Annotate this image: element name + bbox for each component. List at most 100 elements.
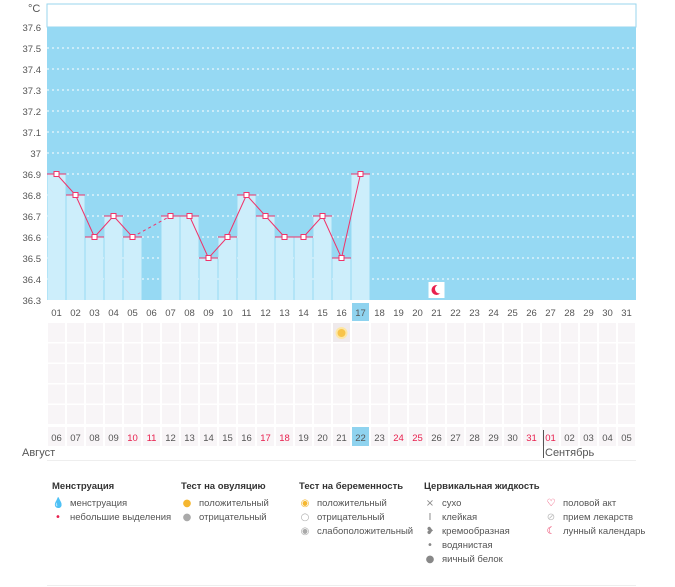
legend-item: ● отрицательный [181,510,269,524]
legend-group: Тест на беременность ◉ положительный ○ отриц… [299,481,413,538]
temperature-point [129,234,136,240]
calendar-cell [105,384,122,404]
calendar-cell [86,343,103,363]
calendar-cell [276,323,293,342]
calendar-cell [561,405,578,424]
calendar-cell [523,405,540,424]
calendar-cell [580,405,597,424]
temperature-point [262,213,269,219]
calendar-cell [257,364,274,383]
y-tick-label: 36.3 [23,296,42,307]
cycle-day-label: 17 [355,308,366,319]
legend-label: клейкая [442,511,478,523]
calendar-cell [333,364,350,383]
cycle-day-label: 04 [108,308,119,319]
calendar-cell [200,343,217,363]
calendar-cell [105,364,122,383]
y-tick-label: 36.4 [23,275,42,286]
calendar-cell [447,364,464,383]
sun-positive-icon [335,327,348,339]
date-label: 27 [450,433,461,444]
y-axis-unit: °C [28,3,40,15]
temperature-line-segment [265,215,285,238]
calendar-cell [561,384,578,404]
calendar-cell [409,364,426,383]
date-cell [200,427,217,446]
temperature-bar [104,216,123,300]
cycle-day-label: 05 [127,308,138,319]
calendar-cell [200,323,217,342]
cycle-day-label: 20 [412,308,423,319]
calendar-cell [200,405,217,424]
calendar-cell [485,323,502,342]
temperature-line-segment [246,194,266,217]
temperature-bar [199,258,218,300]
legend-group: Менструация 💧 менструация • небольшие выделе… [52,481,171,524]
current-day-highlight [352,303,369,321]
date-cell [333,427,350,446]
calendar-cell [143,364,160,383]
calendar-cell [295,405,312,424]
calendar-cell [618,343,635,363]
calendar-cell [48,343,65,363]
date-cell [257,427,274,446]
calendar-cell [466,384,483,404]
calendar-cell [105,323,122,342]
date-label: 24 [393,433,404,444]
calendar-cell [219,384,236,404]
date-cell [523,427,540,446]
legend-label: слабоположительный [317,525,414,537]
calendar-cell [200,364,217,383]
legend-label: половой акт [563,497,617,509]
heart-icon: ♡ [546,497,556,509]
drop-icon: • [55,511,61,523]
temperature-point [110,213,117,219]
date-label: 23 [374,433,385,444]
legend-item: ● положительный [181,496,269,510]
pill-icon: ⊘ [546,511,556,523]
legend-item: ☾ лунный календарь [545,524,646,538]
calendar-cell [200,384,217,404]
temperature-bar [294,237,313,300]
calendar-cell [523,323,540,342]
calendar-cell [124,343,141,363]
cycle-day-label: 08 [184,308,195,319]
date-cell [542,427,559,446]
calendar-cell [181,405,198,424]
calendar-cell [238,323,255,342]
date-label: 11 [147,433,157,444]
calendar-cell [409,384,426,404]
calendar-cell [390,405,407,424]
calendar-cell [599,343,616,363]
calendar-cell [333,343,350,363]
date-cell [504,427,521,446]
calendar-cell [181,364,198,383]
sun-negative-icon: ● [182,511,192,523]
calendar-cell [542,364,559,383]
y-tick-label: 36.9 [23,170,42,181]
cycle-day-label: 21 [431,308,442,319]
calendar-cell [371,405,388,424]
cycle-day-label: 09 [203,308,214,319]
cycle-day-label: 28 [564,308,575,319]
calendar-cell [257,384,274,404]
temperature-point [300,234,307,240]
date-label: 15 [222,433,233,444]
calendar-cell [409,323,426,342]
date-label: 03 [583,433,594,444]
calendar-cell [295,323,312,342]
cycle-day-label: 23 [469,308,480,319]
test-positive-icon: ◉ [300,497,310,509]
calendar-cell [181,323,198,342]
legend-item: • водянистая [424,538,540,552]
calendar-cell [485,405,502,424]
date-cell [466,427,483,446]
date-cell [219,427,236,446]
calendar-cell [314,384,331,404]
chart-background [47,27,636,300]
y-tick-label: 37.2 [23,107,42,118]
calendar-cell [504,323,521,342]
calendar-cell [219,323,236,342]
date-label: 21 [336,433,347,444]
